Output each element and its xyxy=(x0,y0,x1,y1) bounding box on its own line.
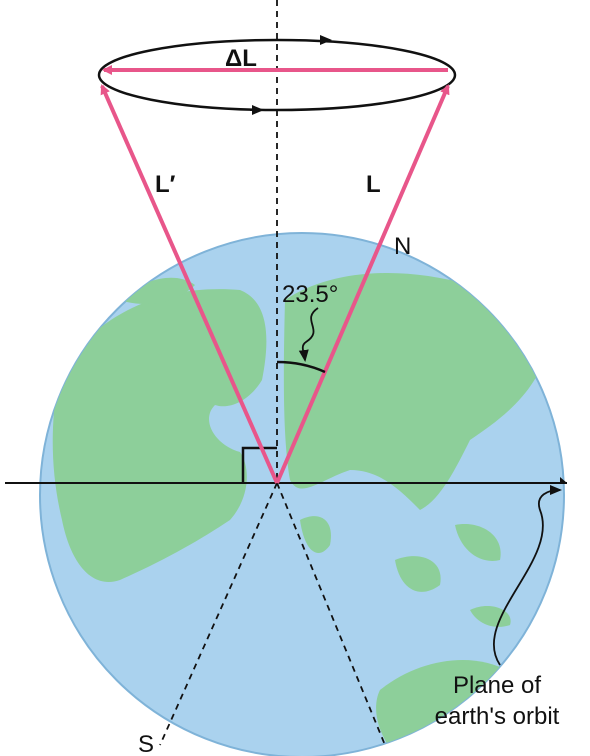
angle-arc xyxy=(276,360,326,374)
label-plane: Plane of xyxy=(453,672,541,699)
vector-l xyxy=(275,84,450,484)
label-delta-l: ΔL xyxy=(225,45,257,72)
label-plane: earth's orbit xyxy=(435,703,560,730)
label-l: L xyxy=(366,171,381,198)
label-south: S xyxy=(138,731,154,756)
label-angle: 23.5° xyxy=(282,281,338,308)
label-north: N xyxy=(394,233,411,260)
vector-l-prime xyxy=(100,84,279,484)
angle-pointer xyxy=(298,307,319,362)
dashed-line xyxy=(159,482,278,746)
label-l-prime: L′ xyxy=(155,171,176,198)
plane-pointer xyxy=(492,485,562,666)
precession-circle xyxy=(97,38,457,112)
arrowhead xyxy=(560,477,567,483)
dashed-line xyxy=(276,482,386,746)
right-angle xyxy=(241,446,277,483)
